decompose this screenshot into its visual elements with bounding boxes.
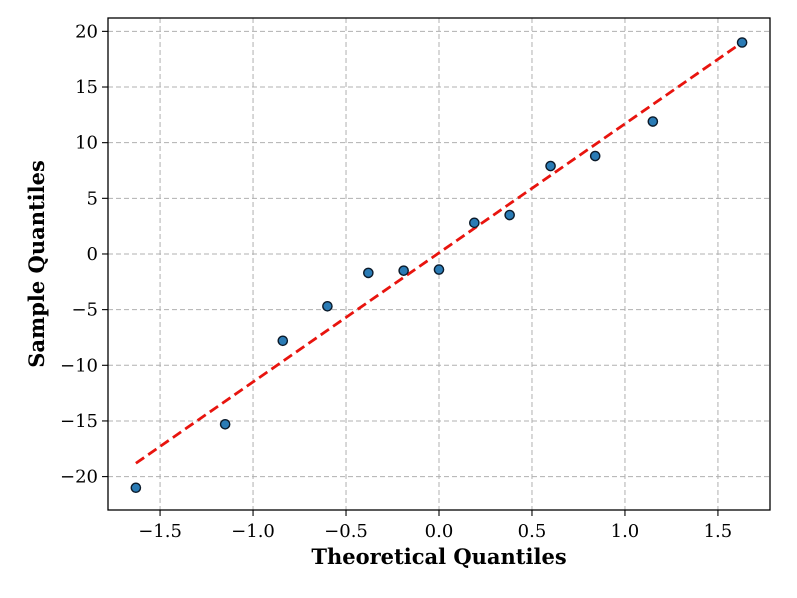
x-tick-label: −1.5 <box>138 521 182 542</box>
y-tick-label: −15 <box>60 411 98 432</box>
data-point <box>219 418 231 430</box>
data-points <box>130 37 748 494</box>
data-point <box>130 482 142 494</box>
x-tick-label: 0.5 <box>518 521 547 542</box>
y-tick-label: 15 <box>75 77 98 98</box>
data-point <box>277 335 289 347</box>
data-point <box>469 217 480 229</box>
y-tick-label: 10 <box>75 133 98 154</box>
data-point <box>363 267 374 279</box>
data-point <box>398 265 409 276</box>
data-point <box>504 209 515 221</box>
y-axis-ticks: −20 −15 −10 −5 0 5 10 15 20 <box>60 21 108 488</box>
y-tick-label: −5 <box>71 300 98 321</box>
x-tick-label: 1.0 <box>611 521 640 542</box>
x-axis-label: Theoretical Quantiles <box>311 544 566 569</box>
plot-frame <box>107 17 771 511</box>
y-tick-label: −20 <box>60 467 98 488</box>
y-tick-label: 5 <box>87 188 98 209</box>
y-tick-label: 0 <box>87 244 98 265</box>
data-point <box>589 150 601 162</box>
y-tick-label: −10 <box>60 355 98 376</box>
x-tick-label: 0.0 <box>425 521 454 542</box>
y-axis-label: Sample Quantiles <box>24 160 49 368</box>
x-tick-label: −0.5 <box>324 521 368 542</box>
x-tick-label: 1.5 <box>704 521 733 542</box>
data-point <box>433 264 445 275</box>
data-point <box>736 37 748 48</box>
reference-line <box>135 41 743 465</box>
data-point <box>545 160 556 172</box>
x-tick-label: −1.0 <box>231 521 275 542</box>
data-point <box>647 116 659 127</box>
y-tick-label: 20 <box>75 21 98 42</box>
data-point <box>322 300 333 312</box>
x-axis-ticks: −1.5 −1.0 −0.5 0.0 0.5 1.0 1.5 <box>138 510 732 542</box>
